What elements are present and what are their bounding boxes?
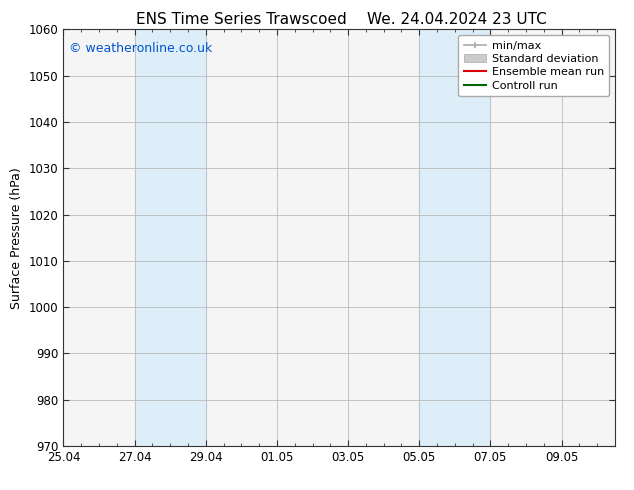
Text: © weatheronline.co.uk: © weatheronline.co.uk [69, 42, 212, 55]
Text: ENS Time Series Trawscoed: ENS Time Series Trawscoed [136, 12, 346, 27]
Y-axis label: Surface Pressure (hPa): Surface Pressure (hPa) [10, 167, 23, 309]
Text: We. 24.04.2024 23 UTC: We. 24.04.2024 23 UTC [366, 12, 547, 27]
Bar [419, 29, 491, 446]
Bar [134, 29, 206, 446]
Legend: min/max, Standard deviation, Ensemble mean run, Controll run: min/max, Standard deviation, Ensemble me… [458, 35, 609, 96]
